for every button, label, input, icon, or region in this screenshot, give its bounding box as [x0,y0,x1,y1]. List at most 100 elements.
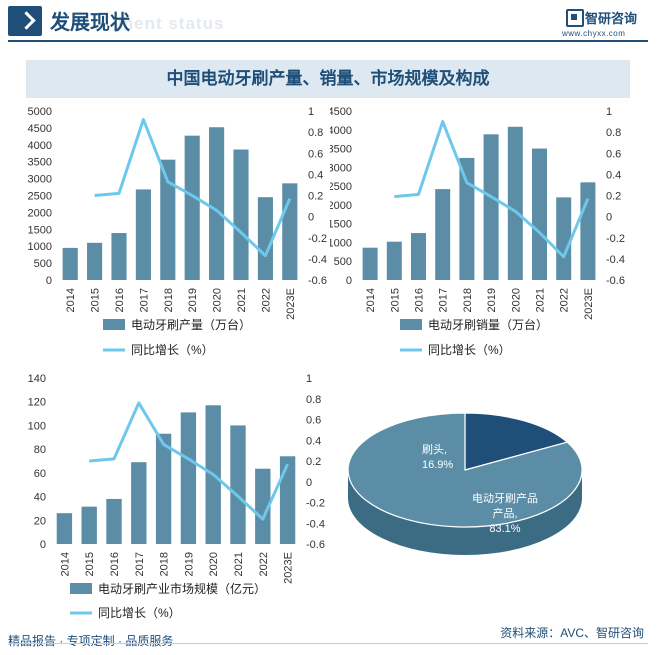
x-tick-label: 2023E [583,288,595,320]
growth-line [94,118,292,258]
y-left-tick-label: 80 [34,444,46,456]
y-right-tick-label: -0.6 [306,539,325,551]
bar [106,498,122,544]
y-left-tick-label: 500 [334,256,352,268]
y-left-tick-label: 3000 [330,162,352,174]
y-left-tick-label: 4000 [330,125,352,137]
x-tick-label: 2018 [462,288,474,312]
footer-source: 资料来源：AVC、智研咨询 [500,626,644,640]
bar [531,148,548,280]
pie-slice [464,412,569,471]
legend-bar-swatch [103,319,125,330]
logo-icon [566,9,584,27]
y-right-tick-label: -0.2 [606,233,625,245]
y-right-tick-label: 1 [606,106,612,118]
y-left-tick-label: 0 [40,539,46,551]
x-tick-label: 2015 [84,552,96,576]
y-left-tick-label: 2000 [28,207,52,219]
bar [580,182,596,280]
bar [257,197,273,280]
y-right-tick-label: 0.6 [606,148,621,160]
y-right-tick-label: 0.8 [306,394,321,406]
bar [459,157,475,280]
x-tick-label: 2022 [260,288,272,312]
y-left-tick-label: 60 [34,468,46,480]
y-right-tick-label: 1 [306,373,312,385]
y-left-tick-label: 140 [28,373,46,385]
y-right-tick-label: 0 [306,477,312,489]
market-chart: 0 20 40 60 80 100 120 140 -0.6 -0.4 -0.2 0 0.2 0.4 0.6… [28,373,325,620]
x-tick-label: 2021 [233,552,245,576]
header-ghost-text: ment status [118,14,225,33]
bar [135,189,151,280]
legend-bar-label: 电动牙刷产量（万台） [131,317,251,332]
y-left-tick-label: 5000 [28,106,52,118]
y-right-tick-label: -0.2 [308,233,327,245]
x-tick-label: 2023E [285,288,297,320]
y-left-tick-label: 1000 [28,241,52,253]
y-right-tick-label: 0.4 [308,169,323,181]
bar [386,241,402,280]
y-left-tick-label: 20 [34,515,46,527]
pie-label-value: 83.1% [489,523,520,535]
growth-line [89,401,289,521]
bar [282,183,298,280]
x-tick-label: 2023E [283,552,295,584]
pie-label-suffix: 产品, [492,506,517,520]
bar [230,425,246,544]
y-left-tick-label: 3500 [330,144,352,156]
y-right-tick-label: -0.4 [308,254,327,266]
x-tick-label: 2018 [163,288,175,312]
y-right-tick-label: 0.4 [606,169,621,181]
bar [255,468,271,544]
y-left-tick-label: 120 [28,397,46,409]
bar [209,127,225,280]
y-right-tick-label: 0.6 [306,415,321,427]
y-right-tick-label: 0.2 [306,456,321,468]
bar [435,189,451,280]
page-title: 发展现状 [50,12,130,34]
bar [279,456,296,544]
legend-line-label: 同比增长（%） [428,343,511,357]
y-left-tick-label: 4500 [28,123,52,135]
y-left-tick-label: 500 [34,258,52,270]
y-right-tick-label: 0 [308,212,314,224]
y-right-tick-label: 0.8 [308,127,323,139]
y-left-tick-label: 1000 [330,237,352,249]
bar [81,506,97,544]
x-tick-label: 2020 [208,552,220,576]
x-tick-label: 2017 [138,288,150,312]
growth-line [394,120,590,259]
x-tick-label: 2019 [187,288,199,312]
legend-bar-swatch [70,583,92,594]
y-left-tick-label: 0 [46,275,52,287]
x-tick-label: 2020 [212,288,224,312]
x-tick-label: 2020 [510,288,522,312]
y-right-tick-label: -0.4 [306,518,325,530]
y-left-tick-label: 1500 [28,224,52,236]
pie-side [348,470,582,555]
bar [131,462,147,544]
sales-chart: 0 500 1000 1500 2000 2500 3000 3500 4000 4500 -0.6… [330,106,625,357]
x-tick-label: 2017 [438,288,450,312]
y-left-tick-label: 2500 [330,181,352,193]
bar [410,233,427,280]
y-right-tick-label: -0.2 [306,498,325,510]
x-tick-label: 2016 [414,288,426,312]
panel-title: 中国电动牙刷产量、销量、市场规模及构成 [26,60,630,98]
logo-url: www.chyxx.com [562,29,626,38]
x-tick-label: 2019 [486,288,498,312]
x-tick-label: 2022 [559,288,571,312]
x-tick-label: 2021 [535,288,547,312]
y-left-tick-label: 1500 [330,219,352,231]
y-right-tick-label: 0.2 [606,191,621,203]
bar [233,149,249,280]
x-tick-label: 2019 [183,552,195,576]
footer-slogan: 精品报告 · 专项定制 · 品质服务 [8,634,174,648]
bar [56,513,73,544]
legend-bar-label: 电动牙刷销量（万台） [428,317,548,332]
y-right-tick-label: -0.6 [606,275,625,287]
x-tick-label: 2016 [114,288,126,312]
bar [111,233,127,280]
logo-text: 智研咨询 [585,11,638,26]
